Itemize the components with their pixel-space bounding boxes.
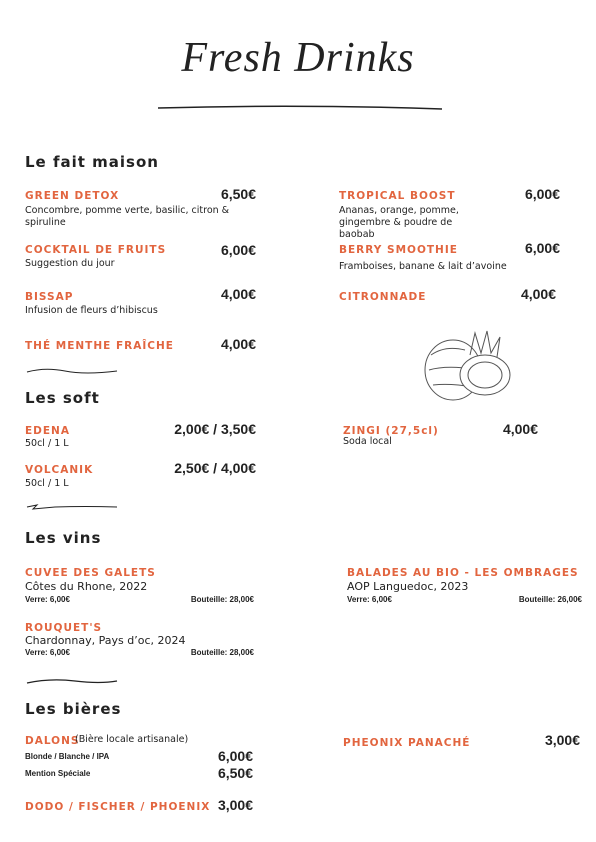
- item-desc: Concombre, pomme verte, basilic, citron …: [25, 205, 230, 228]
- glass-price: Verre: 6,00€: [347, 595, 392, 604]
- item-name: GREEN DETOX: [25, 190, 120, 202]
- section-divider: [26, 368, 118, 374]
- title-underline: [157, 105, 443, 110]
- item-desc: Framboises, banane & lait d’avoine: [339, 261, 507, 272]
- item-name: PHEONIX PANACHÉ: [343, 737, 471, 749]
- item-name: TROPICAL BOOST: [339, 190, 456, 202]
- item-price: 4,00€: [502, 421, 538, 437]
- section-divider: [26, 504, 118, 510]
- glass-price: Verre: 6,00€: [25, 595, 70, 604]
- section-divider: [26, 679, 118, 684]
- option-label: Blonde / Blanche / IPA: [25, 752, 110, 761]
- item-name: DALONS: [25, 735, 80, 747]
- item-name: BERRY SMOOTHIE: [339, 244, 458, 256]
- item-price: 2,00€ / 3,50€: [174, 421, 256, 437]
- option-label: Mention Spéciale: [25, 769, 91, 778]
- section-title: Les vins: [25, 529, 102, 547]
- item-name: ROUQUET'S: [25, 622, 103, 634]
- item-price: 2,50€ / 4,00€: [174, 460, 256, 476]
- option-price: 6,00€: [217, 748, 253, 764]
- item-desc: 50cl / 1 L: [25, 478, 69, 489]
- item-desc: Soda local: [343, 436, 392, 447]
- item-desc: Chardonnay, Pays d’oc, 2024: [25, 634, 186, 647]
- item-price: 4,00€: [520, 286, 556, 302]
- item-desc: Infusion de fleurs d’hibiscus: [25, 305, 158, 316]
- item-desc: Ananas, orange, pomme, gingembre & poudr…: [339, 205, 459, 240]
- bottle-price: Bouteille: 28,00€: [190, 648, 254, 657]
- item-name: VOLCANIK: [25, 464, 94, 476]
- item-desc: Suggestion du jour: [25, 258, 115, 269]
- item-name: EDENA: [25, 425, 70, 437]
- item-price: 3,00€: [544, 732, 580, 748]
- section-title: Le fait maison: [25, 153, 159, 171]
- item-price: 3,00€: [217, 797, 253, 813]
- coconut-illustration: [424, 330, 511, 401]
- item-price: 6,00€: [220, 242, 256, 258]
- item-name: COCKTAIL DE FRUITS: [25, 244, 167, 256]
- bottle-price: Bouteille: 28,00€: [190, 595, 254, 604]
- item-price: 6,50€: [220, 186, 256, 202]
- option-price: 6,50€: [217, 765, 253, 781]
- bottle-price: Bouteille: 26,00€: [518, 595, 582, 604]
- item-price: 4,00€: [220, 336, 256, 352]
- menu-title: Fresh Drinks: [181, 35, 415, 81]
- item-name: BALADES AU BIO - LES OMBRAGES: [347, 567, 579, 579]
- item-name: CUVEE DES GALETS: [25, 567, 156, 579]
- section-title: Les bières: [25, 700, 122, 718]
- item-name: CITRONNADE: [339, 291, 427, 303]
- item-name: ZINGI (27,5cl): [343, 425, 439, 437]
- item-price: 4,00€: [220, 286, 256, 302]
- item-price: 6,00€: [524, 240, 560, 256]
- item-desc: Côtes du Rhone, 2022: [25, 580, 148, 593]
- item-price: 6,00€: [524, 186, 560, 202]
- glass-price: Verre: 6,00€: [25, 648, 70, 657]
- item-desc: (Bière locale artisanale): [75, 734, 189, 745]
- item-name: DODO / FISCHER / PHOENIX: [25, 801, 211, 813]
- section-title: Les soft: [25, 389, 100, 407]
- item-name: THÉ MENTHE FRAÎCHE: [25, 340, 174, 352]
- item-desc: 50cl / 1 L: [25, 438, 69, 449]
- item-name: BISSAP: [25, 291, 74, 303]
- item-desc: AOP Languedoc, 2023: [347, 580, 469, 593]
